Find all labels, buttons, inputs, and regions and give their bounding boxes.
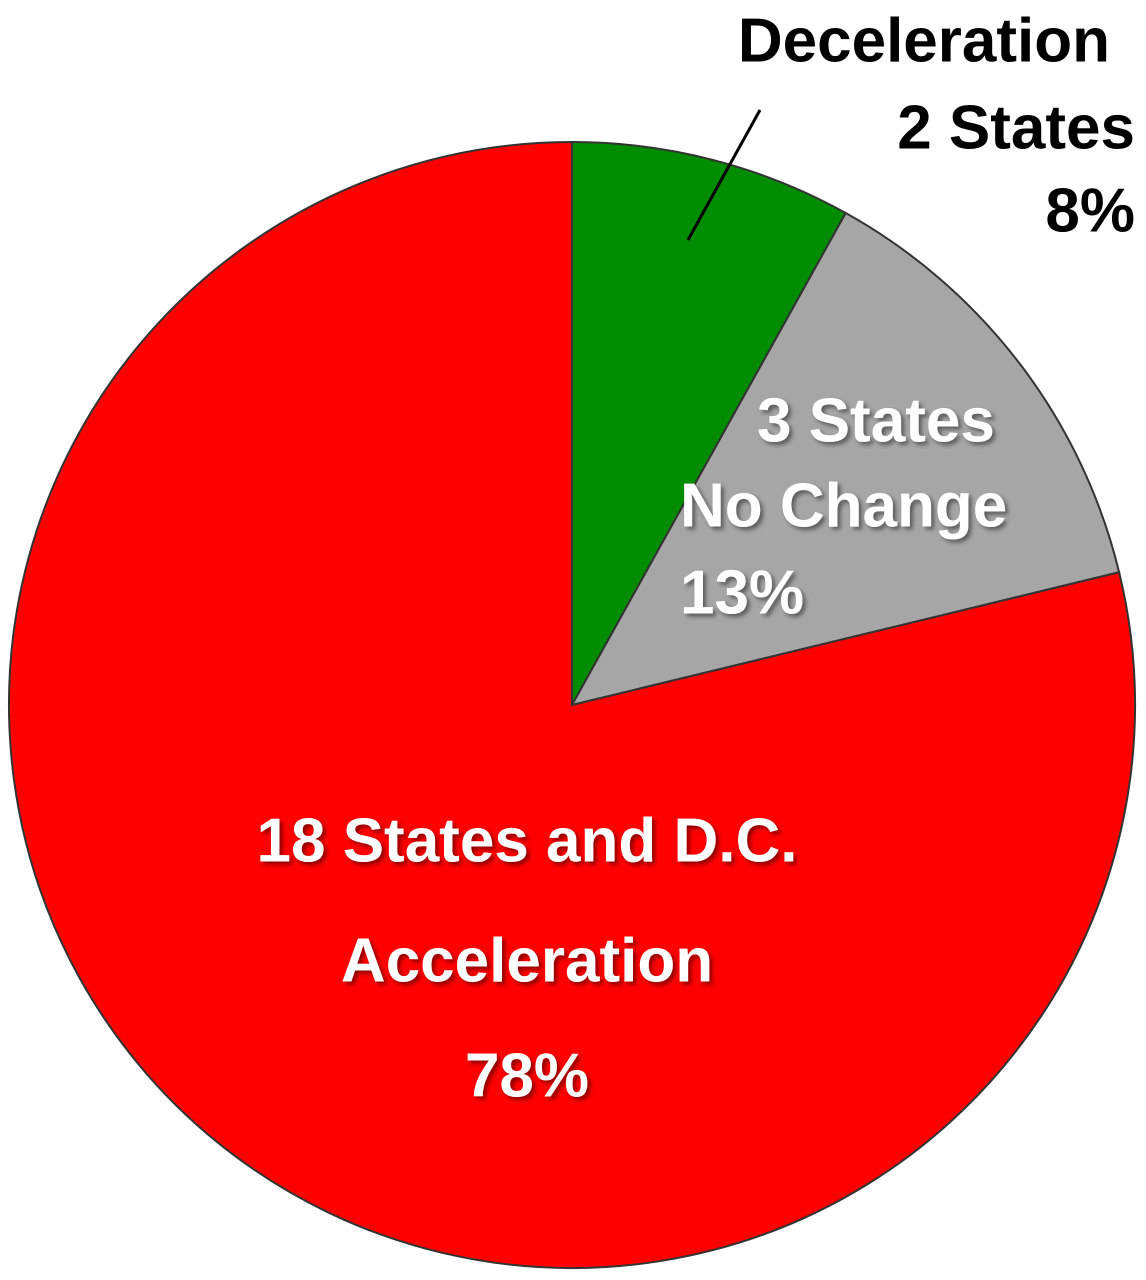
labels: Deceleration 2 States 8% 3 States No Change 1… xyxy=(257,6,1135,1110)
pie-slice xyxy=(8,140,1136,1269)
slice-label: Acceleration xyxy=(341,926,713,995)
pie-slice xyxy=(571,140,848,709)
value-label: 8% xyxy=(1045,176,1135,245)
value-label: 13% xyxy=(680,558,804,627)
value-label: 78% xyxy=(465,1041,589,1110)
pie-slice xyxy=(570,211,1121,707)
slice-label: 18 States and D.C. xyxy=(257,806,798,875)
slice-label: Deceleration xyxy=(738,6,1110,75)
slice-label: No Change xyxy=(680,471,1007,540)
slice-label: 2 States xyxy=(897,93,1135,162)
slice-label: 3 States xyxy=(757,386,995,455)
leader-line xyxy=(686,109,762,241)
pie xyxy=(8,140,1136,1269)
